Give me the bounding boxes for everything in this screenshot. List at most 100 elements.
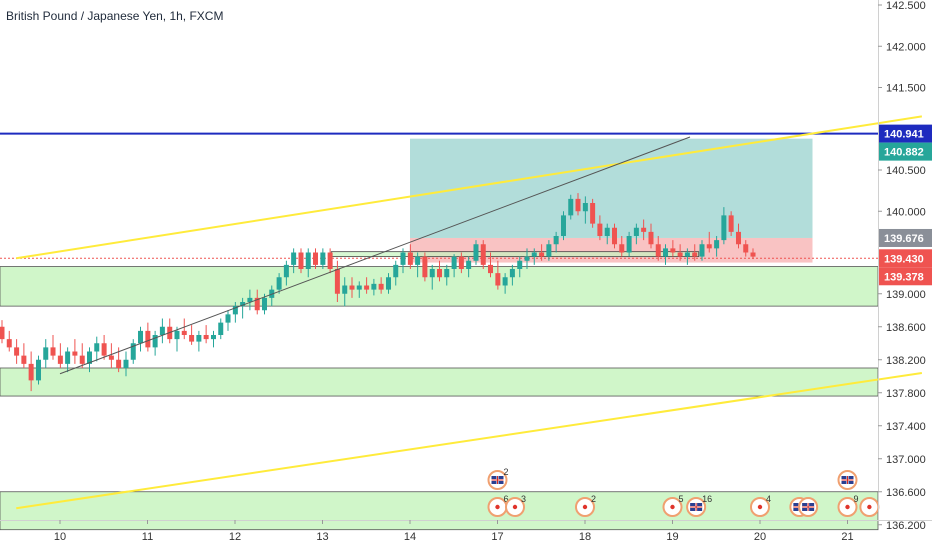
price-badge-bg <box>879 249 932 268</box>
candle-body <box>458 256 464 269</box>
trendlines[interactable] <box>16 115 923 510</box>
candle <box>502 273 508 294</box>
candle-body <box>14 347 20 356</box>
event-marker[interactable]: 2 <box>487 467 509 490</box>
candle <box>14 339 20 364</box>
x-tick-label: 21 <box>841 531 853 543</box>
trendline-lower-channel[interactable] <box>16 371 923 510</box>
candle-body <box>560 215 566 236</box>
candle-body <box>699 244 705 257</box>
candle-body <box>203 335 209 340</box>
candle <box>342 277 348 307</box>
candle-body <box>6 339 12 348</box>
horizontal-levels[interactable] <box>0 132 878 259</box>
event-marker[interactable]: 6 <box>487 494 509 517</box>
trendline-upper-channel[interactable] <box>16 115 923 260</box>
candle <box>692 244 698 261</box>
candle-body <box>378 283 384 290</box>
event-marker[interactable]: 16 <box>686 494 712 517</box>
x-tick-label: 10 <box>54 531 66 543</box>
price-badge-bg <box>879 142 932 161</box>
trendline-support-trend[interactable] <box>59 136 691 375</box>
event-marker[interactable] <box>798 497 819 517</box>
candle <box>735 223 741 249</box>
y-tick-label: 136.200 <box>886 520 926 532</box>
candle-body <box>21 355 27 364</box>
candle-body <box>225 314 231 323</box>
candle <box>714 236 720 257</box>
position-tool[interactable] <box>410 138 813 263</box>
candle-body <box>385 277 391 290</box>
candle-body <box>276 277 282 290</box>
candle <box>684 248 690 265</box>
event-marker[interactable]: 2 <box>575 494 596 517</box>
candle-body <box>582 203 588 212</box>
time-axis[interactable]: 10 11 12 13 14 17 18 19 20 21 <box>54 520 854 543</box>
event-marker[interactable]: 9 <box>837 494 859 517</box>
candle-body <box>159 326 165 335</box>
candle-body <box>706 244 712 249</box>
candle <box>349 277 355 298</box>
candle-body <box>298 252 304 269</box>
candle-body <box>138 330 144 344</box>
price-badge-label: 140.941 <box>884 129 924 141</box>
support-zones <box>0 266 879 531</box>
price-axis[interactable]: 142.500 142.000 141.500 140.500 140.000 139.0… <box>878 0 926 532</box>
candle-body <box>108 355 114 360</box>
candle-body <box>750 252 756 257</box>
candle-body <box>305 252 311 269</box>
candle-body <box>356 285 362 290</box>
candle <box>633 223 639 245</box>
candle <box>444 264 450 286</box>
candle <box>320 248 326 269</box>
candle-body <box>437 269 442 278</box>
candle <box>699 240 705 261</box>
candle <box>531 248 537 265</box>
candle <box>189 325 195 345</box>
candle <box>254 289 260 315</box>
candle <box>597 215 603 241</box>
event-dot-icon <box>512 504 518 510</box>
candle-body <box>65 351 71 364</box>
candle <box>225 310 231 331</box>
candle-body <box>604 227 610 236</box>
candle <box>159 318 165 344</box>
zone-3 <box>0 491 879 531</box>
consolidation-rect[interactable] <box>330 251 700 258</box>
event-marker[interactable]: 3 <box>505 494 526 517</box>
candle-body <box>283 264 289 278</box>
event-marker[interactable] <box>837 470 858 490</box>
candle <box>181 318 187 340</box>
event-marker[interactable]: 4 <box>750 494 771 517</box>
event-marker[interactable]: 5 <box>662 494 684 517</box>
candle <box>560 211 566 241</box>
event-count-label: 5 <box>679 494 684 504</box>
candle <box>429 264 435 290</box>
position-target-area[interactable] <box>410 138 813 238</box>
y-tick-label: 140.000 <box>886 206 926 218</box>
candle-body <box>0 326 5 340</box>
y-tick-label: 142.000 <box>886 41 926 53</box>
event-markers[interactable]: 2 6 3 2 5 16 4 9 <box>487 467 880 517</box>
candle <box>101 335 107 360</box>
candle-body <box>254 297 260 311</box>
candle-body <box>247 297 253 302</box>
candle <box>94 336 100 362</box>
position-stop-area[interactable] <box>410 237 813 263</box>
y-tick-label: 138.200 <box>886 355 926 367</box>
candle-body <box>597 223 603 236</box>
chart-title: British Pound / Japanese Yen, 1h, FXCM <box>6 9 223 23</box>
event-count-label: 16 <box>702 494 712 504</box>
candle <box>298 248 304 274</box>
candle <box>313 248 319 269</box>
candle-body <box>145 330 151 348</box>
candle <box>626 231 632 257</box>
event-dot-icon <box>670 504 675 510</box>
candle-body <box>444 269 450 278</box>
event-marker[interactable] <box>859 497 880 517</box>
event-count-label: 4 <box>766 494 771 504</box>
consolidation-box[interactable] <box>330 251 700 258</box>
price-badge-bg <box>879 228 932 247</box>
candle-body <box>400 252 406 265</box>
